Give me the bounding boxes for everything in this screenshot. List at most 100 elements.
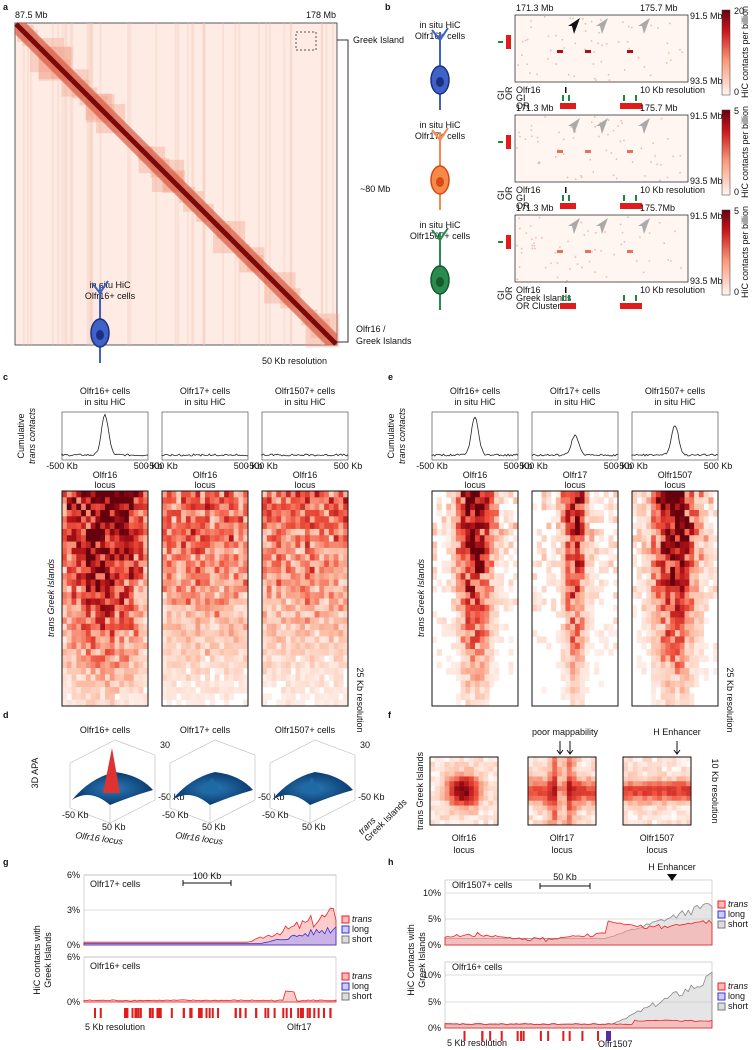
label: locus xyxy=(664,480,686,490)
label: locus xyxy=(646,845,668,855)
heat-cell xyxy=(266,604,272,612)
heat-cell xyxy=(81,547,87,555)
apa-cell xyxy=(652,757,658,763)
heat-cell xyxy=(436,649,442,656)
heat-cell xyxy=(85,535,91,542)
heat-cell xyxy=(603,491,609,498)
apa-cell xyxy=(671,795,677,801)
heat-cell xyxy=(446,566,452,574)
heat-cell xyxy=(603,547,609,555)
heat-cell xyxy=(613,642,619,650)
apa-cell xyxy=(473,771,479,777)
heat-cell xyxy=(295,592,301,599)
apa-cell xyxy=(454,820,460,826)
heat-cell xyxy=(655,554,661,561)
apa-cell xyxy=(542,795,548,801)
apa-cell xyxy=(637,810,643,816)
heat-cell xyxy=(455,617,461,625)
heat-cell xyxy=(460,623,466,631)
heat-cell xyxy=(176,491,182,498)
heat-cell xyxy=(190,642,196,650)
heat-cell xyxy=(584,630,590,637)
heat-cell xyxy=(185,516,191,523)
heat-cell xyxy=(166,554,172,561)
stripe xyxy=(86,23,89,345)
heat-cell xyxy=(513,535,519,542)
noise xyxy=(643,66,646,68)
heat-cell xyxy=(281,674,287,682)
heat-cell xyxy=(575,693,581,700)
colorbar xyxy=(721,209,731,296)
heat-cell xyxy=(665,617,671,625)
heat-cell xyxy=(684,522,690,530)
heat-cell xyxy=(219,547,225,555)
heat-cell xyxy=(613,617,619,625)
heat-cell xyxy=(238,541,244,549)
apa-cell xyxy=(449,776,455,782)
heat-cell xyxy=(276,522,282,530)
heat-cell xyxy=(584,528,590,536)
heat-cell xyxy=(314,668,320,675)
apa-cell xyxy=(657,820,663,826)
heat-cell xyxy=(243,579,249,587)
heat-cell xyxy=(114,636,120,644)
heat-cell xyxy=(498,592,504,599)
heat-cell xyxy=(262,623,268,631)
heat-cell xyxy=(651,623,657,631)
heat-cell xyxy=(143,617,149,625)
apa-cell xyxy=(547,761,553,767)
heat-cell xyxy=(698,585,704,593)
noise xyxy=(598,32,600,34)
heat-cell xyxy=(295,630,301,637)
heat-cell xyxy=(684,604,690,612)
heat-cell xyxy=(679,680,685,688)
heat-cell xyxy=(319,491,325,498)
heat-cell xyxy=(133,699,139,707)
heat-cell xyxy=(575,661,581,669)
heat-cell xyxy=(181,573,187,580)
apa-cell xyxy=(576,820,582,826)
noise xyxy=(657,27,659,29)
heat-cell xyxy=(555,528,561,536)
noise xyxy=(607,119,610,121)
heat-cell xyxy=(133,585,139,593)
apa-cell xyxy=(488,786,494,792)
heat-cell xyxy=(484,579,490,587)
heat-cell xyxy=(166,541,172,549)
heat-cell xyxy=(109,642,115,650)
apa-cell xyxy=(576,795,582,801)
heat-cell xyxy=(71,699,77,707)
noise xyxy=(623,139,625,142)
heat-cell xyxy=(195,623,201,631)
heat-cell xyxy=(324,699,330,707)
heat-cell xyxy=(200,598,206,606)
heat-cell xyxy=(455,491,461,498)
heat-cell xyxy=(513,497,519,504)
heat-cell xyxy=(62,598,68,606)
apa-cell xyxy=(430,771,436,777)
heat-cell xyxy=(465,636,471,644)
heat-cell xyxy=(305,617,311,625)
heat-cell xyxy=(81,617,87,625)
heat-cell xyxy=(479,674,485,682)
heat-cell xyxy=(76,680,82,688)
heat-cell xyxy=(324,623,330,631)
heat-cell xyxy=(76,547,82,555)
apa-cell xyxy=(647,820,653,826)
arrow xyxy=(566,741,574,755)
heat-cell xyxy=(324,509,330,517)
heat-cell xyxy=(181,509,187,517)
heat-cell xyxy=(703,560,709,568)
heat-cell xyxy=(694,668,700,675)
apa-cell xyxy=(434,757,440,763)
heat-cell xyxy=(133,668,139,675)
apa-cell xyxy=(473,786,479,792)
apa-cell xyxy=(532,757,538,763)
heat-cell xyxy=(489,535,495,542)
heat-cell xyxy=(641,503,647,511)
heat-cell xyxy=(295,668,301,675)
heat-cell xyxy=(119,541,125,549)
apa-cell xyxy=(676,791,682,797)
heat-cell xyxy=(655,611,661,618)
heat-cell xyxy=(214,687,220,694)
